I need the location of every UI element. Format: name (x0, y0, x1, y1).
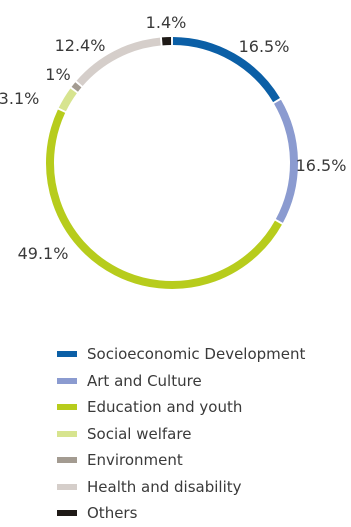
legend-label: Education and youth (87, 398, 242, 416)
legend: Socioeconomic Development Art and Culture… (57, 341, 305, 527)
value-label: 49.1% (18, 244, 69, 263)
legend-item: Art and Culture (57, 368, 305, 395)
legend-label: Art and Culture (87, 372, 202, 390)
legend-label: Socioeconomic Development (87, 345, 305, 363)
legend-swatch (57, 378, 77, 384)
legend-item: Social welfare (57, 421, 305, 448)
legend-item: Education and youth (57, 394, 305, 421)
legend-item: Socioeconomic Development (57, 341, 305, 368)
value-label: 1.4% (146, 13, 187, 32)
legend-label: Health and disability (87, 478, 242, 496)
value-label: 1% (45, 65, 70, 84)
donut-slice (50, 111, 278, 285)
donut-slices (50, 41, 294, 285)
donut-slice (62, 91, 73, 110)
value-label: 3.1% (0, 89, 39, 108)
legend-swatch (57, 431, 77, 437)
donut-chart: 16.5% 16.5% 49.1% 3.1% 1% 12.4% 1.4% (0, 0, 351, 330)
legend-swatch (57, 484, 77, 490)
donut-slice (277, 102, 294, 221)
value-label: 16.5% (239, 37, 290, 56)
legend-swatch (57, 457, 77, 463)
legend-item: Environment (57, 447, 305, 474)
legend-swatch (57, 351, 77, 357)
legend-label: Others (87, 504, 137, 522)
legend-item: Health and disability (57, 474, 305, 501)
value-label: 12.4% (55, 36, 106, 55)
legend-swatch (57, 404, 77, 410)
donut-slice (75, 85, 79, 89)
value-label: 16.5% (296, 156, 347, 175)
legend-swatch (57, 510, 77, 516)
legend-label: Environment (87, 451, 183, 469)
legend-label: Social welfare (87, 425, 191, 443)
legend-item: Others (57, 500, 305, 527)
